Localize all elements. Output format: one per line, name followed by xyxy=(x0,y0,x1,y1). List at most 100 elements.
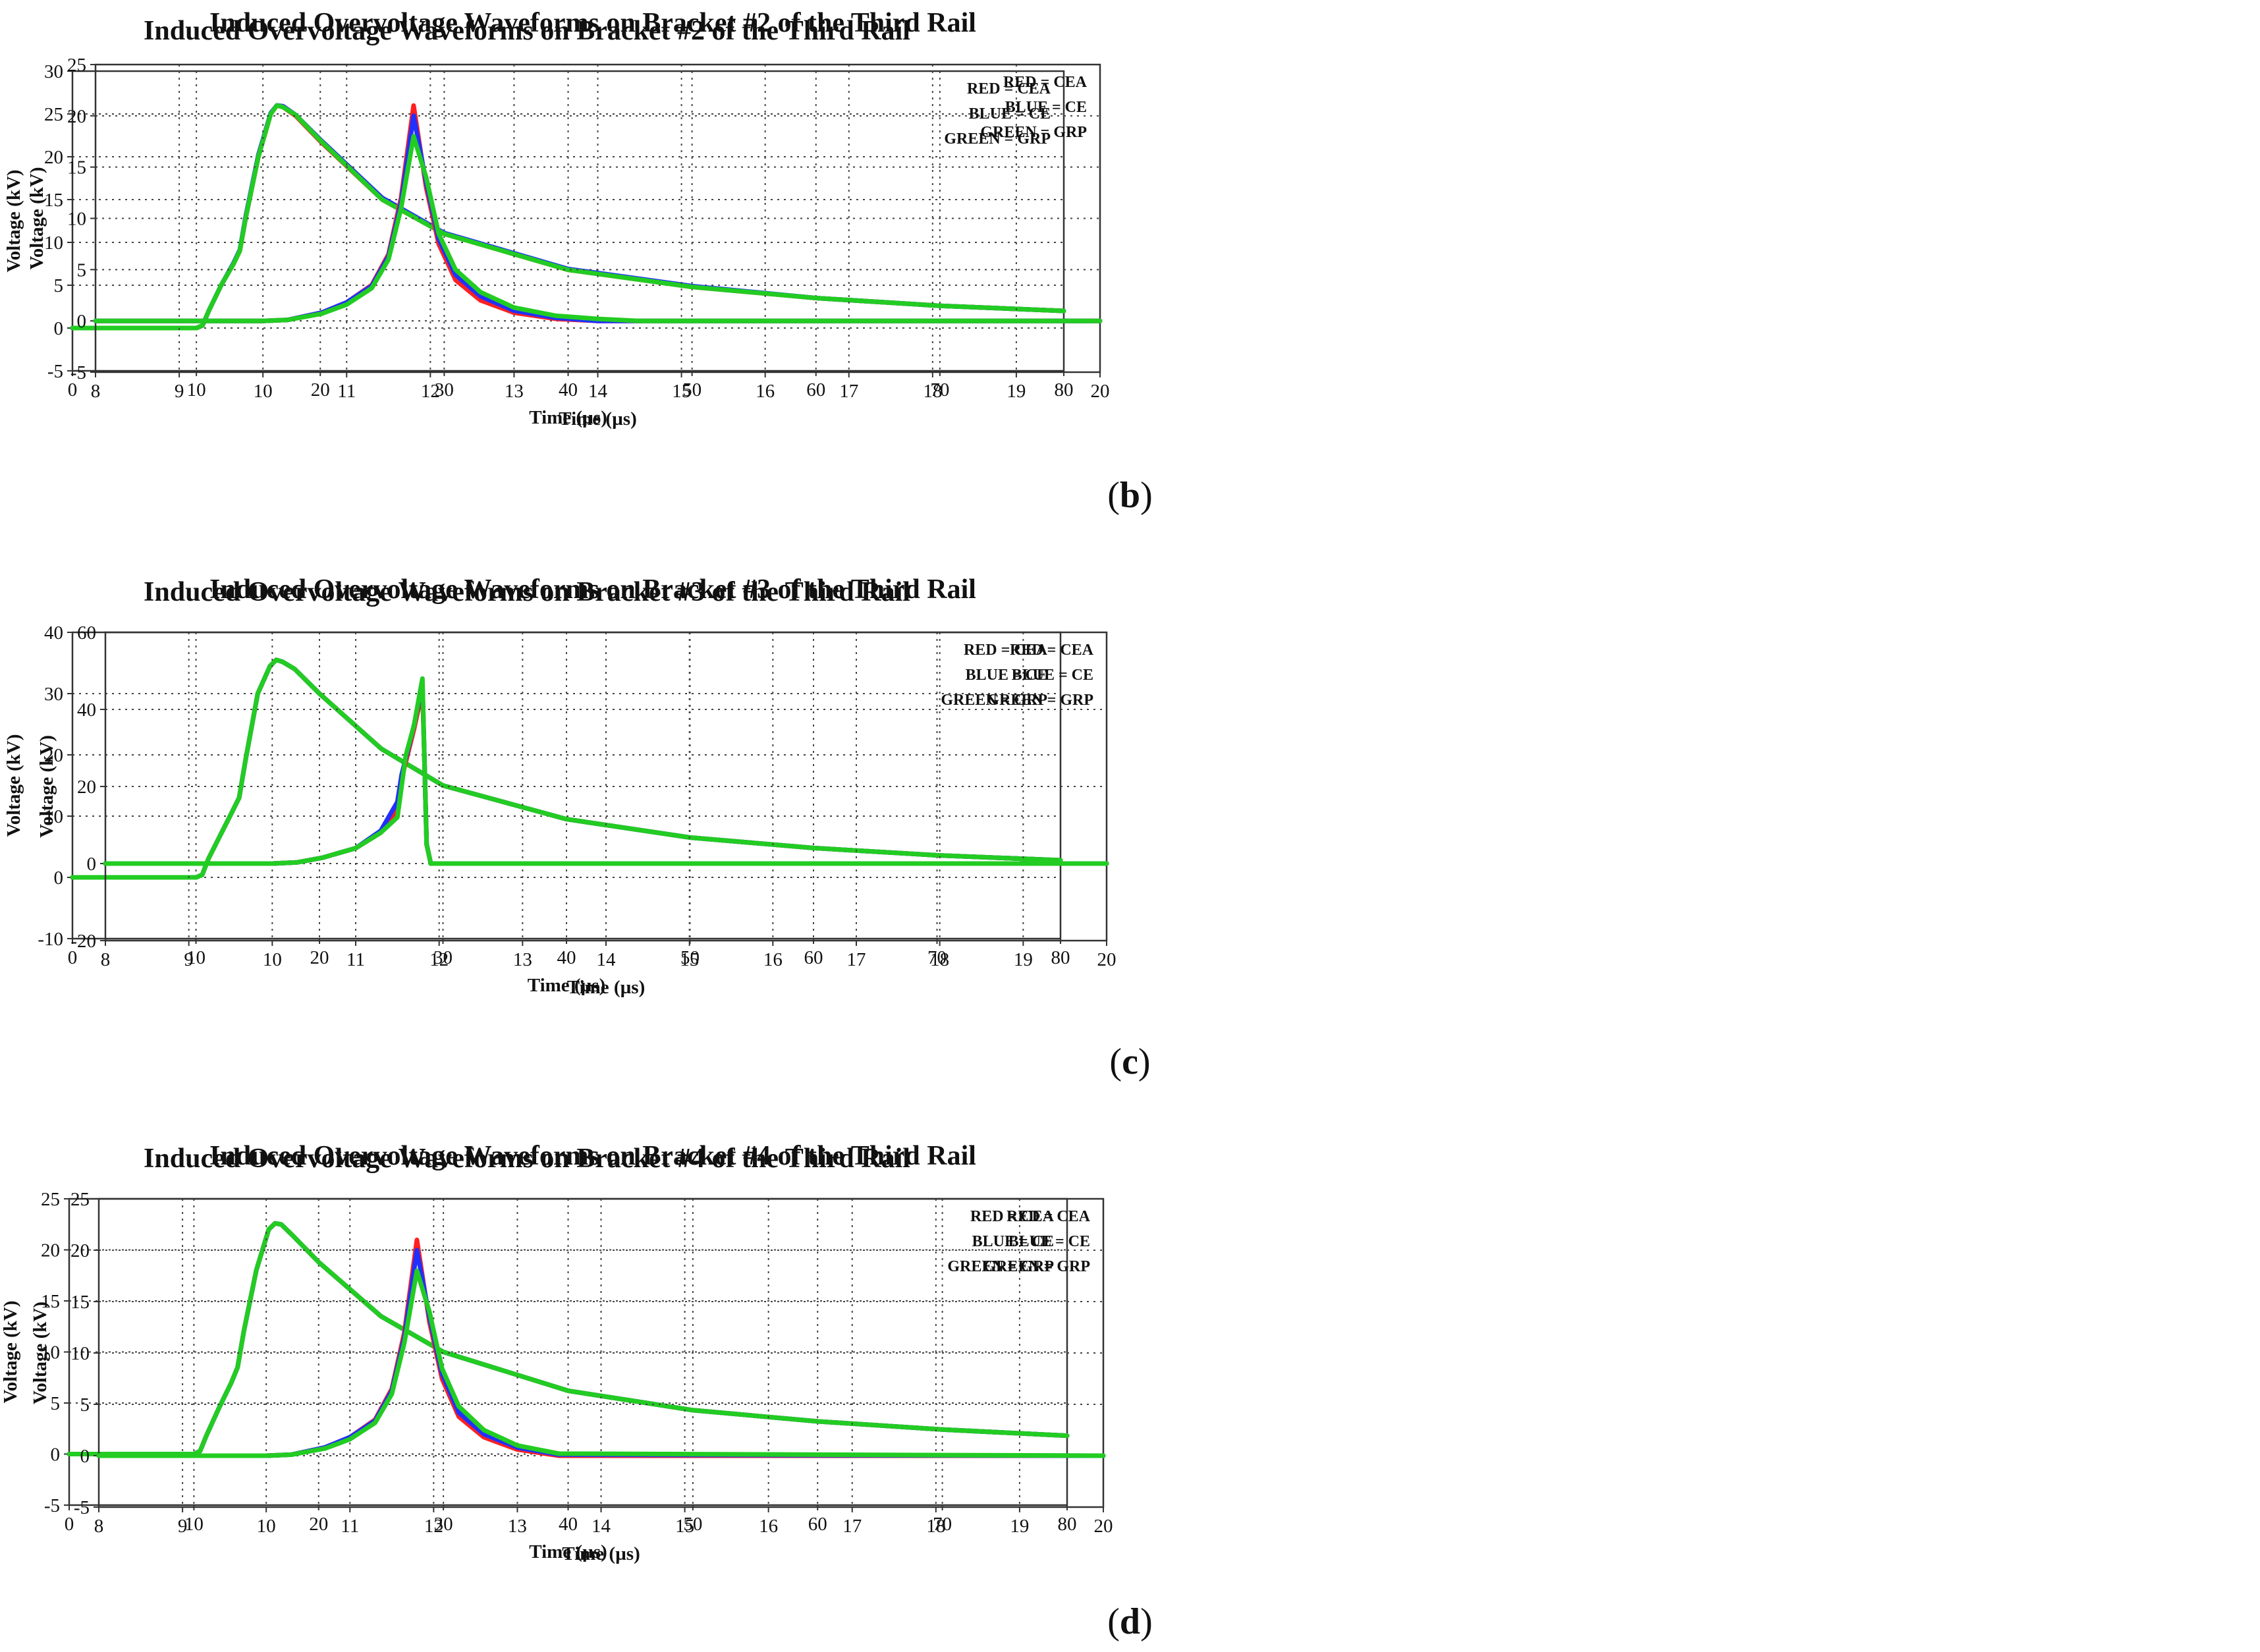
x-tick-label: 20 xyxy=(1094,1516,1113,1537)
legend-entry: GREEN = GRP xyxy=(941,692,1047,709)
y-tick-label: 0 xyxy=(80,1446,90,1467)
caption-d: (d) xyxy=(1107,1601,1153,1642)
x-axis-label: Time (µs) xyxy=(529,407,607,428)
y-tick-label: 25 xyxy=(70,1189,90,1210)
legend-entry: BLUE = CE xyxy=(1005,99,1087,116)
legend-entry: GREEN = GRP xyxy=(980,124,1087,141)
x-tick-label: 20 xyxy=(1097,949,1116,970)
x-tick-label: 11 xyxy=(337,381,356,402)
x-tick-label: 12 xyxy=(424,1516,443,1537)
legend-entry: RED = CEA xyxy=(1010,642,1094,659)
x-tick-label: 17 xyxy=(839,381,858,402)
x-tick-label: 14 xyxy=(592,1516,611,1537)
series-line-grp xyxy=(93,134,1103,323)
x-tick-label: 20 xyxy=(1091,381,1110,402)
x-tick-label: 40 xyxy=(559,379,578,400)
y-tick-label: 10 xyxy=(67,209,86,230)
y-tick-label: -5 xyxy=(70,362,86,383)
x-tick-label: 13 xyxy=(505,381,524,402)
x-tick-label: 9 xyxy=(175,381,184,402)
x-tick-label: 80 xyxy=(1055,379,1074,400)
x-tick-label: 18 xyxy=(926,1516,945,1537)
y-tick-label: -10 xyxy=(38,929,63,950)
y-tick-label: 25 xyxy=(67,55,86,76)
x-tick-label: 70 xyxy=(927,947,947,968)
x-tick-label: 70 xyxy=(930,379,949,400)
x-tick-label: 0 xyxy=(68,379,78,400)
chart-svg-d-left: Induced Overvoltage Waveforms on Bracket… xyxy=(0,1143,1077,1562)
x-tick-label: 17 xyxy=(847,949,866,970)
x-tick-label: 30 xyxy=(434,1514,453,1535)
x-tick-label: 15 xyxy=(680,949,699,970)
x-axis-label: Time (µs) xyxy=(529,1541,607,1562)
chart-title: Induced Overvoltage Waveforms on Bracket… xyxy=(209,8,976,38)
chart-c-left: Induced Overvoltage Waveforms on Bracket… xyxy=(0,566,1107,1028)
y-tick-label: 10 xyxy=(70,1343,90,1364)
x-tick-label: 20 xyxy=(309,1514,328,1535)
x-tick-label: 0 xyxy=(68,947,78,968)
chart-d-left: Induced Overvoltage Waveforms on Bracket… xyxy=(0,1133,1107,1594)
y-tick-label: 10 xyxy=(44,233,63,254)
x-tick-label: 10 xyxy=(254,381,273,402)
x-tick-label: 15 xyxy=(672,381,691,402)
chart-title: Induced Overvoltage Waveforms on Bracket… xyxy=(144,1143,910,1174)
chart-svg-c-right: Induced Overvoltage Waveforms on Bracket… xyxy=(36,574,1116,998)
y-tick-label: -5 xyxy=(74,1497,90,1518)
chart-title: Induced Overvoltage Waveforms on Bracket… xyxy=(209,1141,976,1171)
y-tick-label: 20 xyxy=(70,1240,90,1261)
x-tick-label: 18 xyxy=(930,949,949,970)
y-axis-label: Voltage (kV) xyxy=(0,1300,21,1403)
x-tick-label: 8 xyxy=(101,949,111,970)
x-tick-label: 80 xyxy=(1051,947,1070,968)
x-tick-label: 14 xyxy=(588,381,608,402)
x-axis-label: Time (µs) xyxy=(567,977,645,998)
y-tick-label: 5 xyxy=(77,260,87,281)
y-tick-label: 60 xyxy=(77,622,96,644)
y-tick-label: 0 xyxy=(54,867,64,889)
x-tick-label: 13 xyxy=(508,1516,527,1537)
y-tick-label: -5 xyxy=(47,361,63,382)
x-tick-label: 50 xyxy=(680,947,700,968)
x-tick-label: 12 xyxy=(429,949,449,970)
x-tick-label: 8 xyxy=(91,381,101,402)
legend-entry: RED = CEA xyxy=(1006,1208,1091,1225)
chart-c-right: Induced Overvoltage Waveforms on Bracket… xyxy=(0,566,1130,1028)
y-tick-label: 5 xyxy=(51,1393,61,1414)
y-tick-label: 15 xyxy=(70,1292,90,1313)
x-tick-label: 80 xyxy=(1058,1514,1077,1535)
y-tick-label: 15 xyxy=(41,1291,60,1312)
legend-entry: GREEN = GRP xyxy=(983,1258,1090,1275)
legend-entry: BLUE = CE xyxy=(972,1233,1054,1250)
legend-entry: RED = CEA xyxy=(967,80,1051,97)
chart-svg-c-left: Induced Overvoltage Waveforms on Bracket… xyxy=(3,577,1070,996)
y-tick-label: -5 xyxy=(44,1495,60,1516)
chart-title: Induced Overvoltage Waveforms on Bracket… xyxy=(144,577,910,607)
x-tick-label: 12 xyxy=(421,381,440,402)
y-tick-label: 10 xyxy=(41,1342,60,1363)
x-tick-label: 10 xyxy=(263,949,282,970)
legend-entry: BLUE = CE xyxy=(1012,667,1093,684)
x-tick-label: 70 xyxy=(933,1514,952,1535)
legend-entry: RED = CEA xyxy=(1003,74,1088,91)
x-tick-label: 30 xyxy=(433,947,453,968)
legend-entry: GREEN = GRP xyxy=(944,130,1051,148)
y-tick-label: 10 xyxy=(44,806,63,827)
chart-b-right: Induced Overvoltage Waveforms on Bracket… xyxy=(0,0,1130,461)
y-tick-label: 30 xyxy=(44,61,63,82)
x-axis-label: Time (µs) xyxy=(528,975,605,996)
x-tick-label: 50 xyxy=(682,379,702,400)
x-tick-label: 15 xyxy=(675,1516,694,1537)
chart-svg-d-right: Induced Overvoltage Waveforms on Bracket… xyxy=(30,1141,1113,1564)
x-tick-label: 14 xyxy=(597,949,617,970)
series-line-grp xyxy=(96,1268,1106,1458)
y-tick-label: 40 xyxy=(44,622,63,644)
y-tick-label: 15 xyxy=(67,157,86,179)
x-tick-label: 20 xyxy=(311,379,330,400)
x-tick-label: 13 xyxy=(513,949,532,970)
legend-entry: RED = CEA xyxy=(964,642,1048,659)
x-tick-label: 10 xyxy=(257,1516,276,1537)
x-tick-label: 19 xyxy=(1010,1516,1029,1537)
x-tick-label: 60 xyxy=(808,1514,827,1535)
y-tick-label: 20 xyxy=(41,1240,60,1261)
x-tick-label: 40 xyxy=(557,947,576,968)
